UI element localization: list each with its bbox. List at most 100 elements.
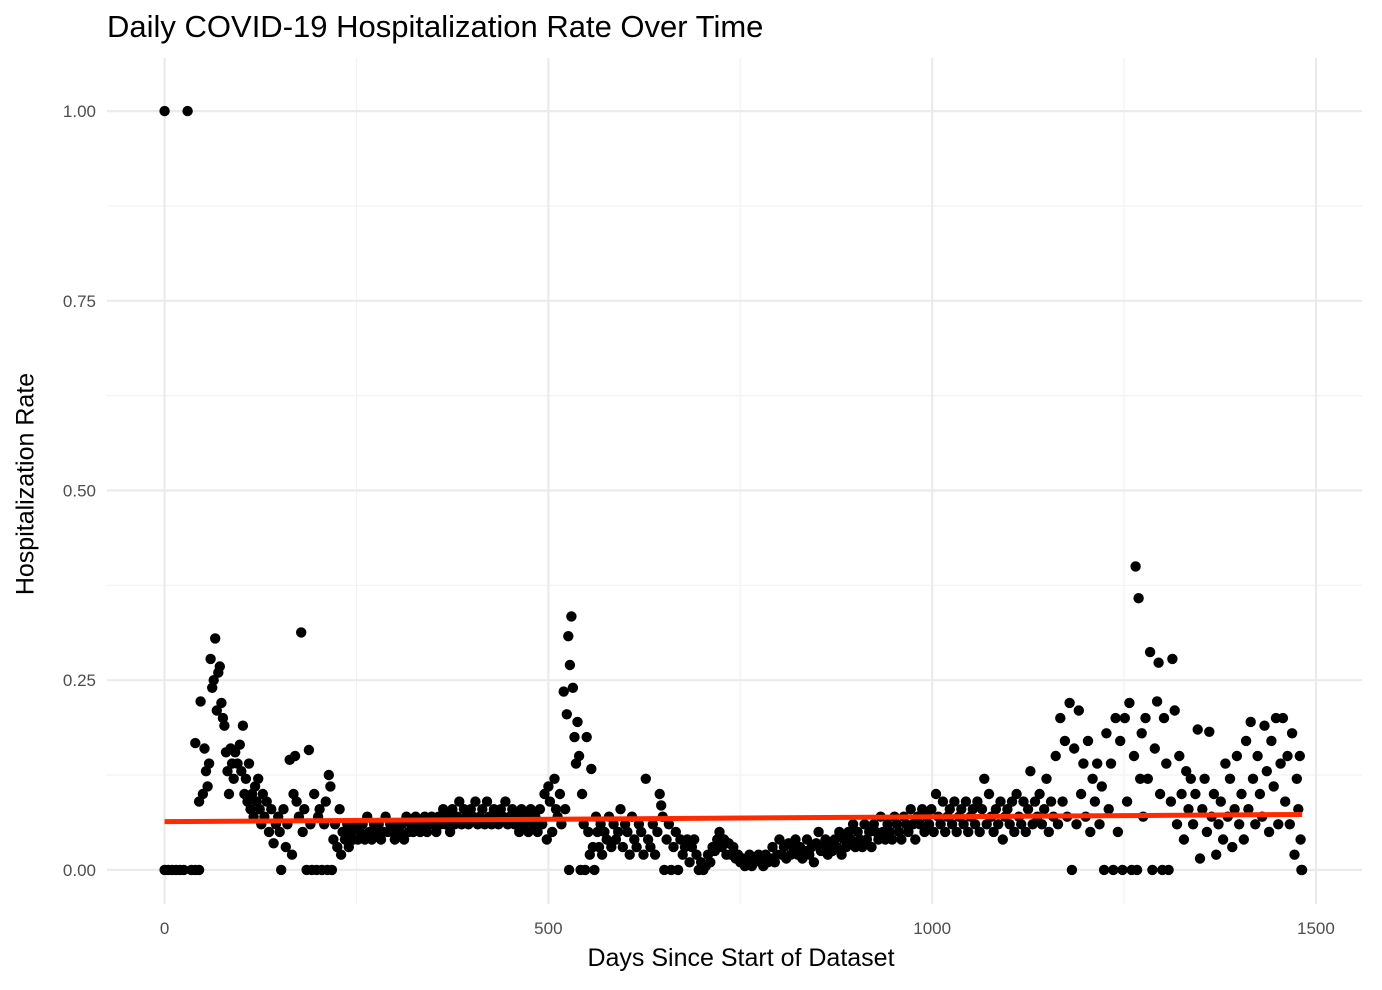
minor-gridlines <box>107 58 1362 904</box>
data-point <box>222 766 233 777</box>
data-point <box>661 834 672 845</box>
data-point <box>289 750 301 762</box>
x-tick-label: 1000 <box>913 919 951 938</box>
data-point <box>967 804 978 815</box>
data-point <box>1041 773 1052 784</box>
data-point <box>1089 796 1101 807</box>
data-point <box>1280 796 1291 807</box>
data-point <box>1286 728 1298 739</box>
y-tick-label: 0.75 <box>63 292 96 311</box>
data-point <box>266 804 277 815</box>
data-point <box>831 841 843 853</box>
data-point <box>836 849 847 860</box>
data-point <box>684 857 695 868</box>
data-point <box>640 773 651 784</box>
data-point <box>237 720 249 731</box>
data-point <box>1064 697 1075 709</box>
data-point <box>1151 696 1163 707</box>
data-point <box>309 788 320 800</box>
data-point <box>1022 804 1034 815</box>
data-point <box>946 819 958 830</box>
data-point <box>230 747 241 758</box>
data-point <box>903 826 914 838</box>
data-point <box>1266 735 1277 747</box>
data-point <box>1192 724 1203 735</box>
data-point <box>190 737 201 749</box>
data-point <box>589 864 600 876</box>
data-point <box>988 826 999 838</box>
y-axis-ticks: 0.00 0.25 0.50 0.75 1.00 <box>63 102 96 880</box>
data-point <box>481 796 493 807</box>
data-point <box>1243 804 1254 815</box>
data-point <box>1085 826 1096 838</box>
data-point <box>940 826 951 838</box>
data-point <box>580 864 591 876</box>
data-point <box>1231 750 1243 762</box>
data-point <box>297 826 308 838</box>
data-point <box>216 697 227 709</box>
trend-line-group <box>164 811 1303 825</box>
data-point <box>581 731 592 743</box>
data-point <box>813 826 824 838</box>
data-point <box>767 841 778 853</box>
data-point <box>211 705 222 716</box>
x-axis-label: Days Since Start of Dataset <box>587 944 895 972</box>
data-point <box>1034 788 1045 800</box>
data-point <box>280 841 291 853</box>
data-point <box>534 804 546 815</box>
data-point <box>1185 773 1197 784</box>
data-point <box>1130 561 1141 572</box>
data-point <box>296 627 307 638</box>
data-point <box>314 804 325 815</box>
data-point <box>1025 766 1036 777</box>
data-point <box>554 788 566 800</box>
data-point <box>1105 758 1117 769</box>
data-point <box>366 834 377 845</box>
data-point <box>969 819 981 830</box>
data-point <box>1247 773 1259 784</box>
data-point <box>1259 720 1270 731</box>
data-point <box>993 819 1004 830</box>
data-point <box>917 804 928 815</box>
data-point <box>596 849 608 860</box>
data-point <box>1117 864 1128 876</box>
data-point <box>578 819 589 830</box>
data-point <box>1201 826 1213 838</box>
data-point <box>223 788 235 800</box>
data-point <box>1096 781 1108 792</box>
data-point <box>1055 712 1066 724</box>
data-point <box>1066 864 1078 876</box>
data-point <box>654 788 665 800</box>
data-point <box>1147 864 1158 876</box>
data-point <box>1158 712 1170 724</box>
data-point <box>1101 728 1112 739</box>
data-point <box>1163 864 1174 876</box>
data-point <box>558 686 569 697</box>
data-point <box>573 750 585 762</box>
data-point <box>859 819 870 830</box>
data-point <box>1215 796 1227 807</box>
data-point <box>1211 849 1222 860</box>
data-point <box>1208 788 1220 800</box>
data-point <box>949 796 960 807</box>
data-point <box>1020 826 1031 838</box>
data-point <box>299 804 310 815</box>
data-point <box>320 796 331 807</box>
data-point <box>583 826 594 838</box>
data-point <box>847 819 859 830</box>
data-point <box>326 864 338 876</box>
data-point <box>1004 819 1015 830</box>
data-point <box>1245 716 1256 728</box>
data-point <box>1217 834 1229 845</box>
data-point <box>663 819 675 830</box>
data-point <box>1115 735 1126 747</box>
data-point <box>1098 864 1110 876</box>
y-tick-label: 0.50 <box>63 481 96 500</box>
data-point <box>532 826 543 838</box>
data-point <box>1199 773 1210 784</box>
data-point <box>1261 766 1273 777</box>
data-point <box>199 743 210 754</box>
data-point <box>972 796 983 807</box>
data-point <box>672 864 684 876</box>
data-point <box>566 611 577 622</box>
